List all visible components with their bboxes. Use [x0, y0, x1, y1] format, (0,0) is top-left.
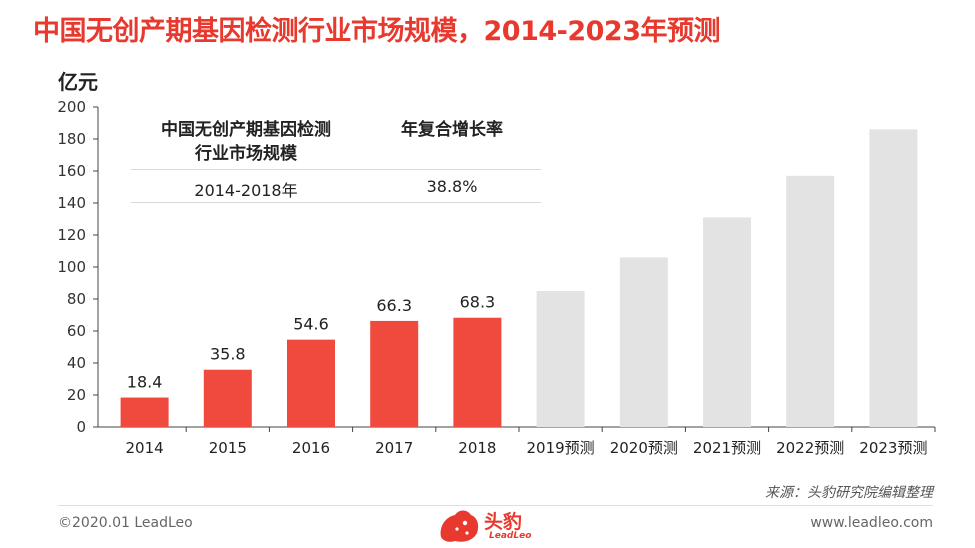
bar-2015 [203, 369, 252, 427]
bar-2019预测 [536, 291, 585, 427]
bar-2022预测 [786, 175, 835, 427]
x-tick-label: 2020预测 [610, 439, 678, 457]
x-tick-label: 2023预测 [859, 439, 927, 457]
bar-2023预测 [869, 129, 918, 427]
leopard-icon [440, 510, 479, 542]
summary-divider-top [131, 169, 541, 170]
data-label: 18.4 [127, 373, 163, 392]
y-tick-label: 160 [57, 162, 86, 180]
y-tick-label: 0 [76, 418, 86, 436]
data-label: 68.3 [460, 293, 496, 312]
summary-header-left: 中国无创产期基因检测 行业市场规模 [131, 118, 361, 166]
x-tick-label: 2015 [209, 439, 247, 457]
x-tick-label: 2022预测 [776, 439, 844, 457]
y-tick-label: 140 [57, 194, 86, 212]
bar-2021预测 [703, 217, 751, 427]
y-tick-label: 120 [57, 226, 86, 244]
y-tick-label: 100 [57, 258, 86, 276]
logo-subtext: LeadLeo [489, 531, 532, 541]
bar-2016 [287, 339, 335, 427]
x-tick-label: 2014 [126, 439, 164, 457]
bar-2017 [370, 320, 419, 427]
x-tick-label: 2018 [458, 439, 496, 457]
bar-2020预测 [619, 257, 668, 427]
footer-divider [58, 505, 933, 506]
website-link[interactable]: www.leadleo.com [810, 515, 933, 531]
logo-text: 头豹 [484, 511, 523, 533]
summary-cagr: 38.8% [426, 177, 478, 196]
source-note: 来源：头豹研究院编辑整理 [765, 485, 933, 501]
y-axis-unit: 亿元 [58, 70, 98, 94]
bar-2014 [120, 397, 169, 427]
y-tick-label: 180 [57, 130, 86, 148]
data-label: 35.8 [210, 345, 246, 364]
x-tick-label: 2016 [292, 439, 330, 457]
x-tick-label: 2019预测 [527, 439, 595, 457]
copyright: ©2020.01 LeadLeo [58, 515, 193, 531]
y-tick-label: 80 [67, 290, 86, 308]
y-tick-label: 60 [67, 322, 86, 340]
x-tick-label: 2017 [375, 439, 413, 457]
y-tick-label: 200 [57, 98, 86, 116]
x-tick-label: 2021预测 [693, 439, 761, 457]
y-tick-label: 40 [67, 354, 86, 372]
summary-header-left-line2: 行业市场规模 [195, 144, 297, 164]
leadleo-logo: 头豹 LeadLeo [437, 505, 537, 547]
bar-2018 [453, 317, 502, 427]
y-tick-label: 20 [67, 386, 86, 404]
data-label: 66.3 [376, 296, 412, 315]
summary-header-right: 年复合增长率 [401, 120, 503, 140]
summary-divider-bottom [131, 202, 541, 203]
chart-title: 中国无创产期基因检测行业市场规模，2014-2023年预测 [33, 16, 721, 47]
summary-header-left-line1: 中国无创产期基因检测 [161, 120, 331, 140]
data-label: 54.6 [293, 315, 329, 334]
summary-period: 2014-2018年 [194, 181, 298, 200]
